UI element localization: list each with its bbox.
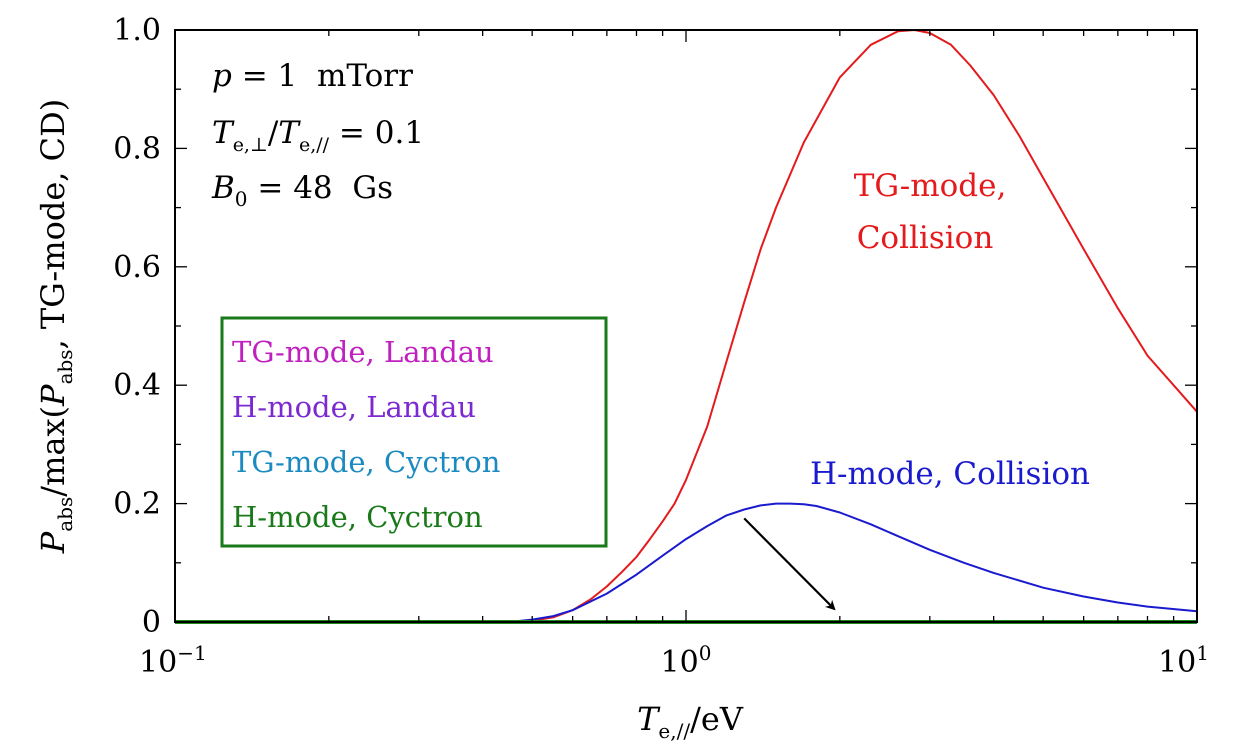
legend-entry-tg-landau: TG-mode, Landau: [232, 335, 494, 369]
y-axis-label-mid: /max(: [34, 406, 72, 497]
label-tg-collision-line2: Collision: [857, 220, 994, 256]
legend-entry-h-landau: H-mode, Landau: [232, 390, 476, 424]
annotation-field-var: B: [211, 170, 235, 206]
legend-box: [220, 316, 608, 548]
y-tick-labels: 0 0.2 0.4 0.6 0.8 1.0: [113, 13, 161, 640]
x-tick-label-exp-2: 1: [1196, 641, 1209, 665]
x-axis-label-base: T: [637, 700, 661, 738]
annotation-pressure-var: p: [212, 58, 232, 94]
annotation-pressure: p = 1 mTorr: [212, 58, 413, 94]
arrow-annotation: [743, 517, 836, 611]
annotation-temp-ratio: Te,⊥/Te,// = 0.1: [212, 115, 424, 156]
x-tick-label-exp-1: 0: [699, 641, 712, 665]
y-tick-label-1: 0.2: [113, 487, 161, 522]
annotation-field-eq: = 48 Gs: [248, 170, 394, 206]
label-h-collision: H-mode, Collision: [810, 456, 1090, 492]
annotation-temp-ratio-sub2: e,//: [299, 134, 330, 156]
annotation-temp-ratio-slash: /: [268, 115, 279, 151]
y-tick-label-5: 1.0: [113, 13, 161, 48]
x-tick-label-1: 100: [661, 641, 712, 680]
annotation-field: B0 = 48 Gs: [211, 170, 393, 211]
annotation-temp-ratio-sub1: e,⊥: [233, 134, 268, 156]
annotation-temp-ratio-var1: T: [212, 115, 235, 151]
legend: TG-mode, Landau H-mode, Landau TG-mode, …: [220, 316, 608, 548]
x-tick-label-base-1: 10: [661, 645, 699, 680]
x-tick-label-0: 10−1: [139, 641, 207, 680]
series-line-1: [175, 502, 1198, 623]
x-axis-label: Te,///eV: [637, 700, 744, 743]
axis-ticks: [174, 29, 1198, 623]
annotation-temp-ratio-eq: = 0.1: [329, 115, 424, 151]
x-tick-label-exp-0: −1: [177, 641, 206, 665]
x-tick-labels: 10−1 100 101: [139, 641, 1209, 680]
x-axis-label-rest: /eV: [690, 700, 744, 738]
legend-entry-h-cyctron: H-mode, Cyctron: [232, 500, 483, 534]
y-tick-label-0: 0: [142, 605, 161, 640]
x-axis-label-sub: e,//: [658, 719, 690, 743]
x-tick-label-base-2: 10: [1158, 645, 1196, 680]
legend-entry-tg-cyctron: TG-mode, Cyctron: [232, 445, 500, 479]
y-axis-label-p1: P: [34, 531, 72, 554]
y-axis-label: Pabs/max(Pabs, TG-mode, CD): [34, 99, 77, 554]
x-tick-label-2: 101: [1158, 641, 1209, 680]
y-axis-label-p2sub: abs: [53, 349, 77, 384]
annotation-temp-ratio-var2: T: [278, 115, 301, 151]
y-axis-label-end: , TG-mode, CD): [34, 99, 72, 350]
x-tick-label-base-0: 10: [139, 645, 177, 680]
y-tick-label-4: 0.8: [113, 131, 161, 166]
annotation-field-sub: 0: [235, 187, 248, 211]
annotation-pressure-eq: = 1 mTorr: [232, 58, 413, 94]
y-tick-label-3: 0.6: [113, 250, 161, 285]
y-axis-label-p2: P: [34, 384, 72, 407]
series-line-0: [175, 29, 1198, 623]
y-axis-label-p1sub: abs: [53, 497, 77, 532]
label-tg-collision-line1: TG-mode,: [854, 168, 1007, 204]
y-tick-label-2: 0.4: [113, 368, 161, 403]
